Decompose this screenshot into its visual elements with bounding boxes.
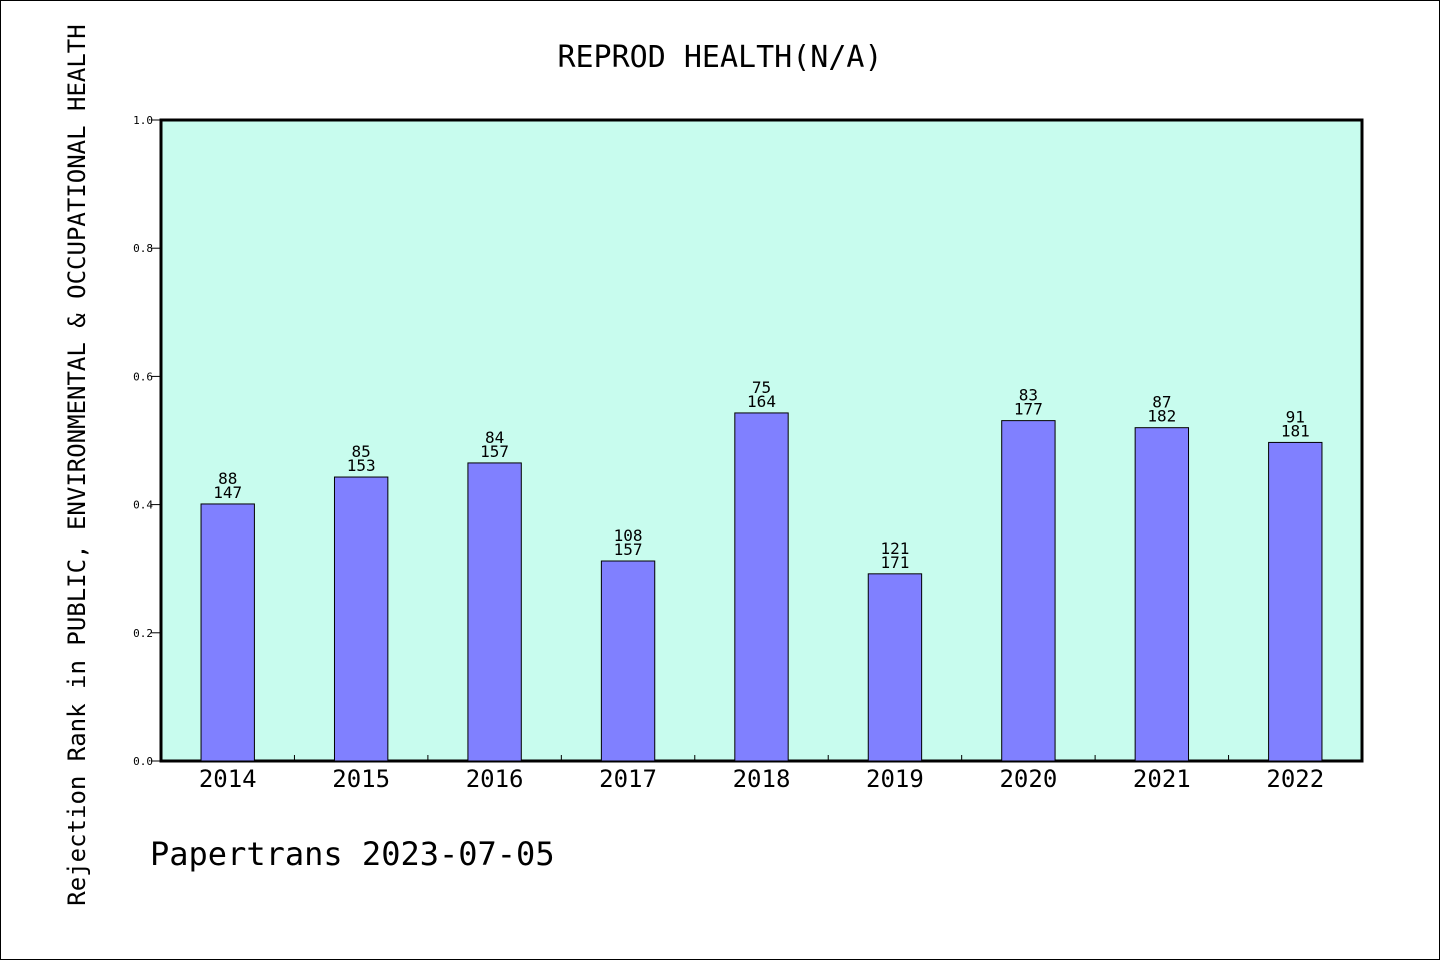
bar-label-top: 85 <box>352 442 371 461</box>
chart-title: REPROD HEALTH(N/A) <box>557 40 882 75</box>
y-tick-label: 0.2 <box>133 627 153 640</box>
x-tick-label: 2014 <box>199 765 257 793</box>
bar-label-bottom: 153 <box>347 456 376 475</box>
bar-label-bottom: 171 <box>880 553 909 572</box>
x-tick-label: 2019 <box>866 765 924 793</box>
x-tick-label: 2018 <box>733 765 791 793</box>
bar-2020 <box>1001 420 1056 762</box>
bar-label-top: 87 <box>1152 393 1171 412</box>
y-axis-label: Rejection Rank in PUBLIC, ENVIRONMENTAL … <box>63 24 91 905</box>
bar-2014 <box>200 503 255 762</box>
x-axis-ticks: 2014 2015 2016 2017 2018 2019 2020 2021 2022 <box>199 755 1324 793</box>
bar-label-top: 88 <box>218 469 237 488</box>
bar-2015 <box>333 476 389 762</box>
y-tick-label: 1.0 <box>133 114 153 127</box>
bar-label-top: 75 <box>752 378 771 397</box>
bar-label-bottom: 177 <box>1014 400 1043 419</box>
footer-text: Papertrans 2023-07-05 <box>150 835 555 873</box>
bar-label-top: 108 <box>614 526 643 545</box>
x-tick-label: 2020 <box>999 765 1057 793</box>
x-tick-label: 2017 <box>599 765 657 793</box>
bar-label-top: 91 <box>1286 407 1305 426</box>
x-tick-label: 2022 <box>1266 765 1324 793</box>
bar-2017 <box>600 560 656 762</box>
y-axis-ticks: 0.0 0.2 0.4 0.6 0.8 1.0 <box>133 114 161 768</box>
bar-label-bottom: 157 <box>614 540 643 559</box>
bar-label-bottom: 181 <box>1281 421 1310 440</box>
y-tick-label: 0.8 <box>133 242 153 255</box>
bar-2016 <box>467 462 522 762</box>
bar-label-top: 84 <box>485 428 504 447</box>
bar-label-bottom: 157 <box>480 442 509 461</box>
bar-label-bottom: 182 <box>1147 407 1176 426</box>
bar-2018 <box>734 412 789 762</box>
bar-label-bottom: 147 <box>213 483 242 502</box>
y-tick-label: 0.4 <box>133 499 153 512</box>
x-tick-label: 2015 <box>332 765 390 793</box>
bar-2021 <box>1134 427 1190 762</box>
bar-label-top: 121 <box>880 539 909 558</box>
bar-2022 <box>1268 441 1323 762</box>
y-tick-label: 0.0 <box>133 755 153 768</box>
y-tick-label: 0.6 <box>133 370 153 383</box>
x-tick-label: 2016 <box>466 765 524 793</box>
x-tick-label: 2021 <box>1133 765 1191 793</box>
bar-label-top: 83 <box>1019 386 1038 405</box>
bar-label-bottom: 164 <box>747 392 776 411</box>
bar-2019 <box>867 573 923 762</box>
